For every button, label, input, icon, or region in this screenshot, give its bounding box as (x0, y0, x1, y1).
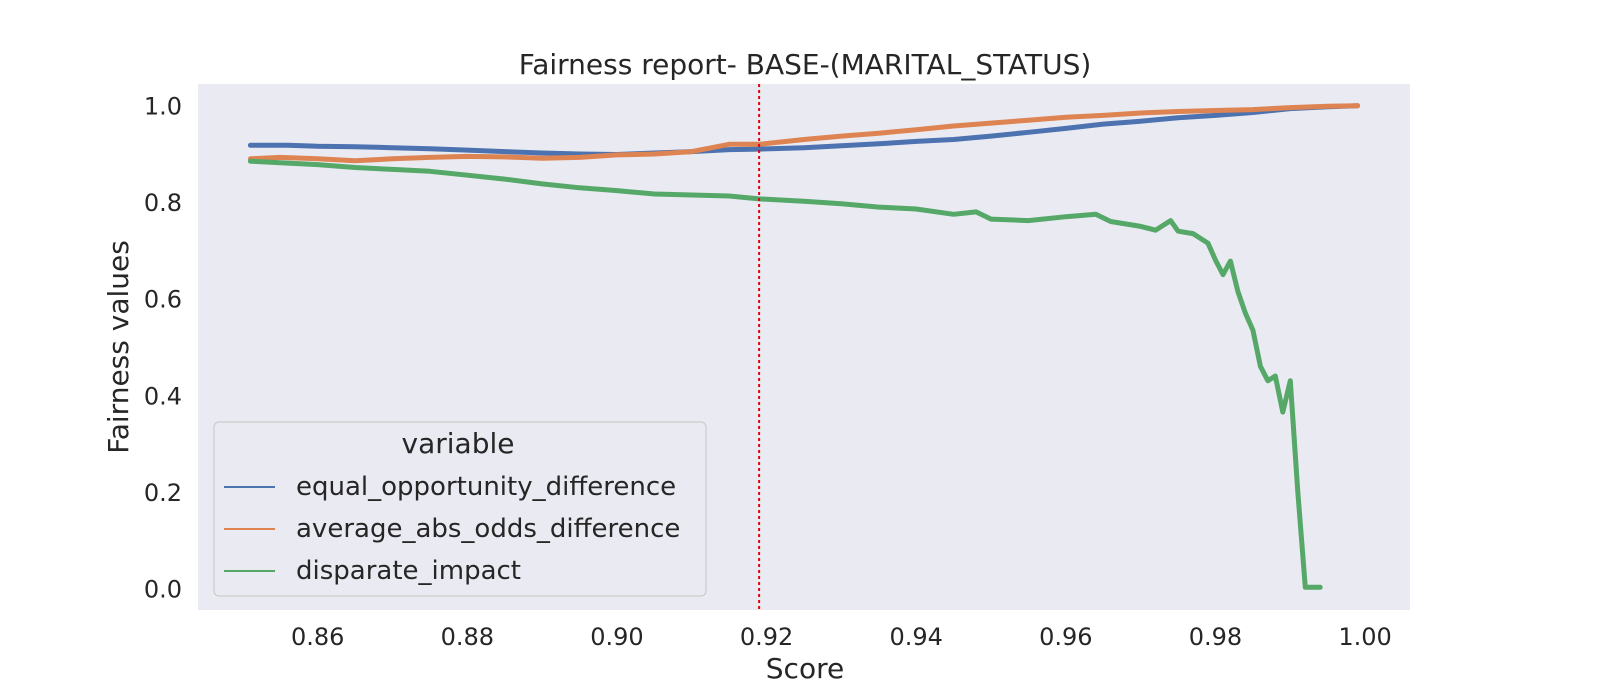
x-tick-label: 0.94 (890, 623, 943, 651)
y-tick-label: 0.0 (144, 575, 182, 603)
legend: variable equal_opportunity_difference av… (213, 421, 707, 597)
x-tick-label: 0.90 (590, 623, 643, 651)
series-line-disparate-impact (247, 158, 1323, 590)
series-line-equal-opportunity-difference (247, 103, 1361, 157)
x-tick-label: 0.98 (1189, 623, 1242, 651)
chart-title: Fairness report- BASE-(MARITAL_STATUS) (519, 48, 1092, 81)
y-axis-label: Fairness values (102, 240, 135, 454)
x-tick-label: 0.92 (740, 623, 793, 651)
x-axis-label: Score (766, 652, 844, 685)
x-tick-label: 0.86 (291, 623, 344, 651)
x-tick-label: 1.00 (1338, 623, 1391, 651)
series-line-average-abs-odds-difference (247, 103, 1361, 164)
y-tick-label: 0.2 (144, 479, 182, 507)
legend-title: variable (402, 427, 515, 460)
legend-label-disparate-impact: disparate_impact (296, 556, 521, 586)
y-tick-label: 0.8 (144, 189, 182, 217)
legend-box (213, 421, 707, 597)
legend-label-average-abs-odds-difference: average_abs_odds_difference (296, 514, 680, 544)
y-tick-label: 0.4 (144, 382, 182, 410)
y-tick-label: 0.6 (144, 286, 182, 314)
legend-label-equal-opportunity-difference: equal_opportunity_difference (296, 472, 676, 502)
x-tick-label: 0.88 (441, 623, 494, 651)
y-tick-label: 1.0 (144, 93, 182, 121)
x-tick-label: 0.96 (1039, 623, 1092, 651)
